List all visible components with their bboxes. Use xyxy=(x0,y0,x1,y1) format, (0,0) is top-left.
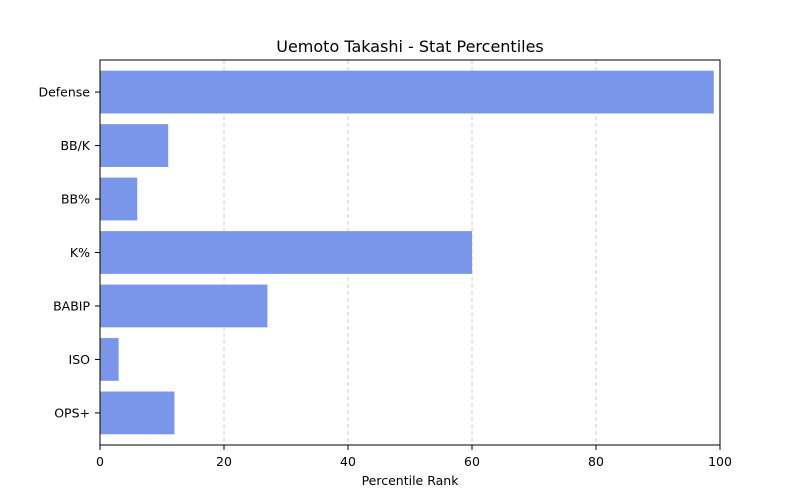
y-tick-label: BABIP xyxy=(53,298,90,313)
bar-ops- xyxy=(100,391,175,435)
bar-babip xyxy=(100,284,268,328)
chart-title: Uemoto Takashi - Stat Percentiles xyxy=(276,37,544,56)
x-tick-label: 100 xyxy=(708,454,732,469)
x-tick-label: 0 xyxy=(96,454,104,469)
bar-k- xyxy=(100,231,472,274)
y-tick-label: BB/K xyxy=(60,138,90,153)
y-tick-label: ISO xyxy=(69,352,91,367)
y-tick-label: K% xyxy=(70,245,90,260)
x-tick-label: 80 xyxy=(588,454,604,469)
x-axis-label: Percentile Rank xyxy=(362,473,460,488)
x-axis-ticks: 0 20 40 60 80 100 xyxy=(96,445,732,469)
bar-defense xyxy=(100,70,714,114)
bars xyxy=(100,70,714,435)
y-tick-label: Defense xyxy=(38,85,90,100)
x-tick-label: 20 xyxy=(216,454,232,469)
y-tick-label: OPS+ xyxy=(54,405,90,420)
bar-bb- xyxy=(100,177,138,221)
bar-bb-k xyxy=(100,124,169,167)
x-tick-label: 60 xyxy=(464,454,480,469)
x-tick-label: 40 xyxy=(340,454,356,469)
bar-iso xyxy=(100,338,119,381)
y-tick-label: BB% xyxy=(61,192,90,207)
y-axis-ticks: Defense BB/K BB% K% BABIP ISO OPS+ xyxy=(38,85,100,420)
